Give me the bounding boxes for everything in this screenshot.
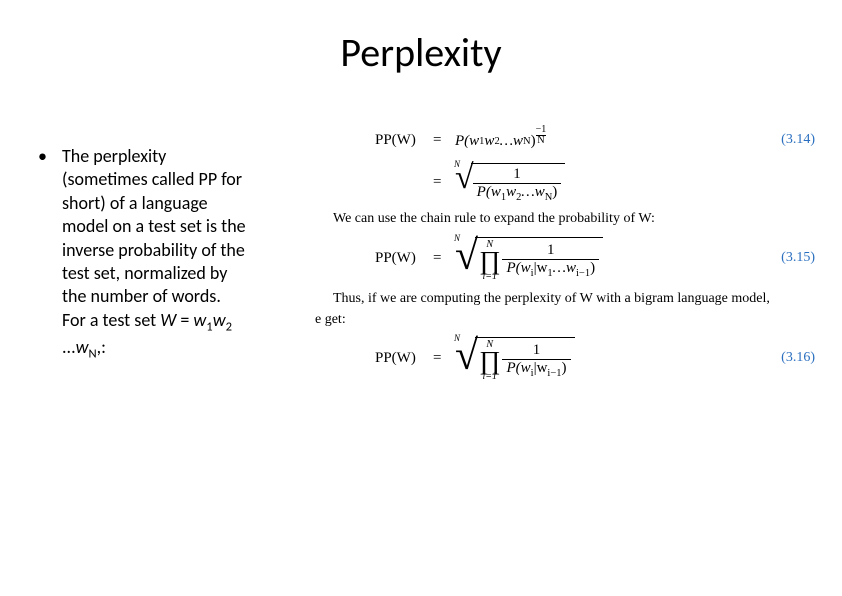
eq-rhs: N √ N ∏ i=1 1 P(wi|w1…wi−1) xyxy=(455,234,603,282)
body-text-bigram-2: e get: xyxy=(315,312,815,328)
var-w2: w xyxy=(213,309,226,331)
prod-symbol: ∏ xyxy=(479,350,500,372)
var-w-cap: W xyxy=(160,309,176,331)
p-w2: w xyxy=(484,133,494,150)
var-w1: w xyxy=(193,309,206,331)
prod-lower: i=1 xyxy=(483,272,498,282)
eq-lhs: PP(W) xyxy=(375,250,416,267)
p-dots: …w xyxy=(500,133,523,150)
den-close: ) xyxy=(552,184,557,200)
den-bar: |w xyxy=(534,360,548,376)
den-w2: w xyxy=(506,184,516,200)
eq-rhs: N √ N ∏ i=1 1 P(wi|wi−1) xyxy=(455,334,575,382)
den-p: P(w xyxy=(506,360,530,376)
equation-number: (3.14) xyxy=(781,132,815,148)
den-close: ) xyxy=(562,360,567,376)
bullet-paragraph: • The perplexity (sometimes called PP fo… xyxy=(38,145,248,363)
den-dots: …w xyxy=(553,260,576,276)
fraction: 1 P(wi|wi−1) xyxy=(502,342,570,379)
bullet-eq: = xyxy=(176,309,193,331)
product-operator: N ∏ i=1 xyxy=(479,340,500,382)
den-p: P(w xyxy=(506,260,530,276)
dots: ... xyxy=(62,336,76,358)
frac-den: P(wi|wi−1) xyxy=(502,359,570,379)
bullet-pre: The perplexity (sometimes called PP for … xyxy=(62,145,246,331)
p-open: P(w xyxy=(455,133,479,150)
equation-3-15: PP(W) = N √ N ∏ i=1 1 P(wi|w1…wi−1) xyxy=(315,234,815,282)
slide-title: Perplexity xyxy=(0,28,842,77)
den-sim1: i−1 xyxy=(547,368,561,379)
body-text-chain-rule: We can use the chain rule to expand the … xyxy=(315,210,815,228)
radicand: N ∏ i=1 1 P(wi|w1…wi−1) xyxy=(475,237,603,282)
exponent-frac: −1N xyxy=(536,125,547,146)
den-bar: |w xyxy=(534,260,548,276)
eq-equals: = xyxy=(433,250,441,267)
equation-number: (3.15) xyxy=(781,250,815,266)
surd-icon: √ xyxy=(455,161,474,203)
den-dots: …w xyxy=(521,184,544,200)
eq-rhs: N √ 1 P(w1w2…wN) xyxy=(455,162,565,202)
bullet-text: The perplexity (sometimes called PP for … xyxy=(62,145,248,363)
nth-root: N √ 1 P(w1w2…wN) xyxy=(455,161,565,203)
frac-num: 1 xyxy=(502,342,570,359)
equations-column: PP(W) = P(w1w2…wN) −1N (3.14) = N √ 1 P(w… xyxy=(315,120,815,388)
bullet-marker: • xyxy=(38,145,47,168)
den-p: P(w xyxy=(477,184,501,200)
equation-3-14b: = N √ 1 P(w1w2…wN) xyxy=(315,162,815,202)
prod-symbol: ∏ xyxy=(479,250,500,272)
eq-equals: = xyxy=(433,174,441,191)
sub-n: N xyxy=(89,346,97,361)
exp-num: 1 xyxy=(541,124,546,135)
eq-lhs: PP(W) xyxy=(375,350,416,367)
eq-lhs: PP(W) xyxy=(375,132,416,149)
nth-root: N √ N ∏ i=1 1 P(wi|wi−1) xyxy=(455,335,575,382)
bullet-tail: ,: xyxy=(97,336,106,358)
sub-2: 2 xyxy=(226,319,232,334)
radicand: N ∏ i=1 1 P(wi|wi−1) xyxy=(475,337,574,382)
eq-equals: = xyxy=(433,350,441,367)
product-operator: N ∏ i=1 xyxy=(479,240,500,282)
fraction: 1 P(w1w2…wN) xyxy=(473,166,562,203)
eq-equals: = xyxy=(433,132,441,149)
den-sim1: i−1 xyxy=(576,268,590,279)
prod-lower: i=1 xyxy=(483,372,498,382)
frac-den: P(w1w2…wN) xyxy=(473,183,562,203)
equation-3-16: PP(W) = N √ N ∏ i=1 1 P(wi|wi−1) xyxy=(315,334,815,382)
den-close: ) xyxy=(590,260,595,276)
equation-3-14: PP(W) = P(w1w2…wN)−1N (3.14) xyxy=(315,126,815,156)
fraction: 1 P(wi|w1…wi−1) xyxy=(502,242,599,279)
frac-num: 1 xyxy=(473,166,562,183)
eq-rhs: P(w1w2…wN)−1N xyxy=(455,126,546,156)
surd-icon: √ xyxy=(455,235,478,282)
p-sn: N xyxy=(523,136,531,147)
radicand: 1 P(w1w2…wN) xyxy=(471,163,566,203)
frac-num: 1 xyxy=(502,242,599,259)
frac-den: P(wi|w1…wi−1) xyxy=(502,259,599,279)
nth-root: N √ N ∏ i=1 1 P(wi|w1…wi−1) xyxy=(455,235,603,282)
surd-icon: √ xyxy=(455,335,478,382)
body-text-bigram-1: Thus, if we are computing the perplexity… xyxy=(315,290,815,308)
equation-number: (3.16) xyxy=(781,350,815,366)
exp-den: N xyxy=(536,135,547,146)
var-wn: w xyxy=(76,336,89,358)
